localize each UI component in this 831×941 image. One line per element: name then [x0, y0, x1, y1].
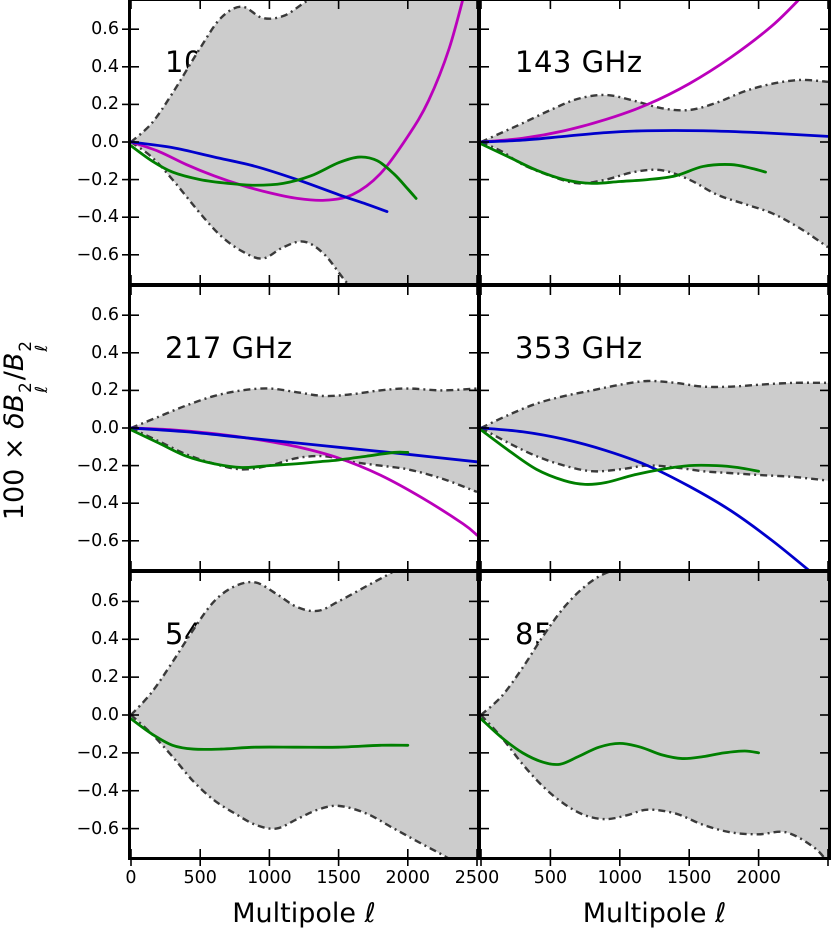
x-axis-label-right: Multipole ℓ: [582, 898, 727, 929]
y-tick-label: 0.0: [91, 132, 119, 152]
panel-title-143ghz: 143 GHz: [515, 45, 643, 79]
y-tick-label: −0.6: [76, 818, 120, 839]
y-tick-label: −0.4: [76, 493, 120, 514]
x-tick-label: 1000: [597, 868, 643, 888]
x-tick-label: 1000: [247, 868, 292, 888]
y-tick-label: −0.4: [76, 207, 120, 228]
y-tick-label: 0.6: [91, 19, 119, 40]
panel-plot-857-ghz: [480, 573, 829, 866]
y-tick-label: −0.2: [76, 455, 120, 476]
y-tick-label: −0.2: [76, 742, 120, 763]
y-tick-label: −0.6: [76, 244, 120, 265]
x-tick-label: 500: [183, 868, 217, 888]
y-tick-label: 0.4: [91, 629, 119, 650]
y-tick-label: 0.2: [91, 94, 119, 115]
y-tick-label: 0.2: [91, 667, 119, 688]
y-tick-label: −0.2: [76, 169, 120, 190]
x-tick-label: 1500: [666, 868, 712, 888]
panel-plot-143-ghz: [480, 1, 829, 283]
panel-plot-545-ghz: [122, 573, 478, 866]
y-tick-label: 0.6: [91, 305, 119, 326]
x-tick-label: 500: [533, 868, 568, 888]
panel-title-217ghz: 217 GHz: [165, 331, 293, 365]
y-tick-label: 0.4: [91, 56, 119, 77]
panel-353ghz: 353 GHz: [478, 284, 831, 572]
x-tick-label: 1500: [316, 868, 361, 888]
x-tick-label: 2000: [385, 868, 431, 888]
panel-217ghz: 217 GHz: [122, 284, 480, 572]
y-tick-label: −0.6: [76, 530, 120, 551]
panel-title-353ghz: 353 GHz: [515, 331, 643, 365]
y-tick-label: −0.4: [76, 780, 120, 801]
axis-ticks: [122, 1, 478, 283]
panel-143ghz: 143 GHz: [478, 0, 831, 286]
panel-plot-217-ghz: [122, 287, 478, 569]
y-tick-label: 0.0: [91, 705, 119, 725]
axis-ticks: [480, 1, 829, 283]
panel-545ghz: 545 GHz: [122, 570, 480, 866]
y-tick-label: 0.0: [91, 418, 119, 438]
x-tick-label: 2500: [454, 868, 500, 888]
panel-plot-353-ghz: [480, 287, 829, 569]
y-tick-label: 0.6: [91, 591, 119, 612]
panel-100ghz: 100 GHz: [122, 0, 480, 286]
y-tick-label: 0.2: [91, 380, 119, 401]
x-tick-label: 0: [125, 868, 137, 888]
x-tick-label: 2000: [736, 868, 781, 888]
axis-ticks: [122, 573, 478, 866]
y-tick-label: 0.4: [91, 342, 119, 363]
axis-ticks: [480, 287, 829, 569]
panel-857ghz: 857 GHz: [478, 570, 831, 866]
panel-plot-100-ghz: [122, 1, 478, 283]
axis-ticks: [480, 573, 829, 866]
axis-ticks: [122, 287, 478, 569]
x-axis-label-left: Multipole ℓ: [232, 898, 376, 929]
